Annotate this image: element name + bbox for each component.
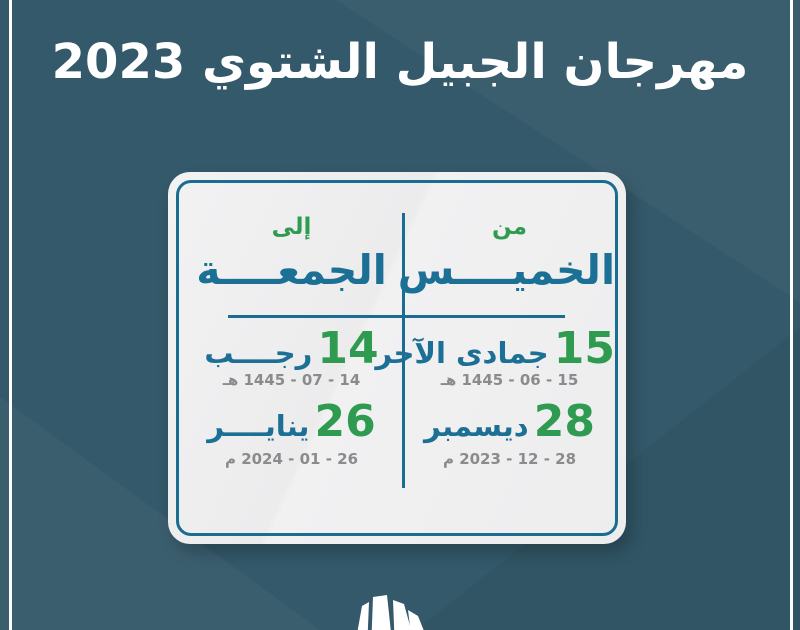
horizontal-divider <box>228 315 565 318</box>
to-gregorian-full-date: 26 - 01 - 2024 م <box>224 450 359 468</box>
left-frame-line <box>9 0 12 630</box>
to-hijri-day-number: 14 <box>317 323 379 374</box>
from-hijri-month: جمادى الآخر <box>375 336 549 370</box>
from-hijri-full-date: 15 - 06 - 1445 هـ <box>440 371 579 389</box>
vertical-divider <box>402 213 405 488</box>
from-gregorian-date: 28 ديسمبر <box>404 396 615 447</box>
from-day-name: الخميــــس <box>397 246 615 294</box>
to-gregorian-day-number: 26 <box>314 396 376 447</box>
to-hijri-full-date: 14 - 07 - 1445 هـ <box>222 371 361 389</box>
to-day-name: الجمعــــة <box>196 246 387 294</box>
dates-card: من الخميــــس 15 جمادى الآخر 15 - 06 - 1… <box>168 172 626 544</box>
from-gregorian-month: ديسمبر <box>424 409 529 443</box>
from-hijri-date: 15 جمادى الآخر <box>375 323 615 374</box>
page-title: مهرجان الجبيل الشتوي 2023 <box>51 34 749 90</box>
to-hijri-month: رجــــب <box>204 336 313 370</box>
to-gregorian-date: 26 ينايــــر <box>179 396 404 447</box>
to-column: إلى الجمعــــة 14 رجــــب 14 - 07 - 1445… <box>179 172 404 544</box>
from-label: من <box>492 214 527 240</box>
to-label: إلى <box>271 214 312 240</box>
right-frame-line <box>790 0 793 630</box>
festival-logo-icon <box>357 595 424 630</box>
from-gregorian-day-number: 28 <box>533 396 595 447</box>
from-hijri-day-number: 15 <box>553 323 615 374</box>
from-gregorian-full-date: 28 - 12 - 2023 م <box>442 450 577 468</box>
to-gregorian-month: ينايــــر <box>207 409 310 443</box>
to-hijri-date: 14 رجــــب <box>179 323 404 374</box>
from-column: من الخميــــس 15 جمادى الآخر 15 - 06 - 1… <box>375 172 615 544</box>
